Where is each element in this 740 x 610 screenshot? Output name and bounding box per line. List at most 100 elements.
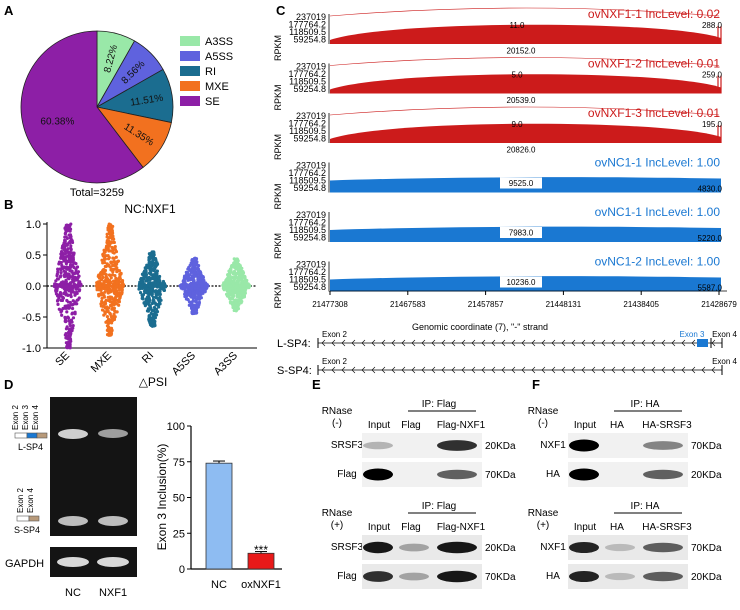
lane-label: HA-SRSF3 [642,420,692,431]
isoform-name: L-SP4: [277,338,311,350]
strip-point [63,257,67,261]
strip-point [69,281,73,285]
strip-ytick-label: 0.0 [26,281,41,293]
strip-point [197,284,201,288]
blot-band [569,570,599,583]
isoform-strand-arrow [631,339,636,347]
strip-point [158,295,162,300]
track-ylabel: RPKM [273,233,283,259]
strip-point [200,283,204,287]
strip-point [100,308,105,312]
strip-point [66,247,70,251]
strip-point [153,323,157,328]
strip-point [203,289,207,294]
blot-band [643,542,683,553]
strip-point [228,300,233,304]
track-arc-count: 5.0 [511,71,523,80]
strip-point [235,263,239,267]
strip-point [76,270,81,274]
isoform-strand-arrow [681,366,686,374]
isoform-strand-arrow [661,339,666,347]
track-ytick-label: 59254.8 [293,84,326,94]
gel-band [58,429,88,439]
strip-point [150,281,155,285]
strip-point [156,281,160,285]
strip-point [108,312,112,316]
isoform-strand-arrow [711,339,716,347]
strip-point [59,294,63,298]
strip-point [71,272,75,276]
strip-point [151,252,156,257]
track-count-box [500,94,542,106]
strip-point [68,227,73,231]
bar-significance: *** [254,543,268,557]
track-end-count: 5220.0 [698,234,723,243]
strip-point [192,283,197,287]
strip-point [192,278,196,283]
strip-point [154,303,158,307]
strip-point [158,302,162,306]
lane-label: Input [368,420,390,431]
strip-point [141,297,145,301]
blot-band [643,441,683,450]
strip-point [106,289,110,293]
strip-point [117,294,122,299]
strip-point [147,298,152,302]
strip-point [106,247,110,251]
strip-point [111,307,115,311]
isoform-strand-arrow [581,366,586,374]
strip-ytick-label: -0.5 [22,312,41,324]
blot-e-plus-rnase: RNase(+) IP: Flag Input Flag Flag-NXF1 SRSF3 2… [322,501,516,589]
strip-point [71,299,75,303]
track-inclusion-count: 20152.0 [507,47,536,56]
strip-point [64,341,68,345]
isoform-strand-arrow [671,339,676,347]
strip-point [103,290,107,294]
legend-swatch-ri [180,66,200,76]
strip-point [232,294,236,298]
strip-point [111,279,116,283]
track-label: ovNC1-1 IncLevel: 1.00 [595,156,721,170]
isoform-strand-arrow [441,339,446,347]
strip-point [57,260,62,264]
blot-kda-label: 20KDa [485,441,516,452]
isoform-strand-arrow [631,366,636,374]
strip-point [66,315,70,319]
strip-point [228,289,232,293]
isoform-strand-arrow [531,366,536,374]
track-end-count: 195.0 [702,120,723,129]
strip-point [68,320,72,324]
strip-point [71,323,75,328]
strip-point [68,263,73,267]
strip-point [58,275,62,279]
strip-point [110,317,114,321]
track-coverage [330,123,721,143]
strip-point [139,276,143,281]
strip-point [182,285,186,290]
strip-point [110,245,114,250]
blot-band [363,441,393,450]
strip-point [150,309,154,313]
track-count-box [500,227,542,238]
isoform-strand-arrow [531,339,536,347]
isoform-strand-arrow [491,339,496,347]
track-ytick-label: 237019 [296,12,326,22]
strip-point [112,240,116,245]
track-ytick-label: 59254.8 [293,282,326,292]
strip-point [111,300,115,304]
isoform-strand-arrow [471,339,476,347]
track-junction-arc [329,57,720,66]
strip-point [75,298,79,302]
strip-point [241,283,245,287]
strip-point [151,298,155,302]
strip-point [71,255,75,259]
track-count-box [500,144,542,155]
strip-xtick-label: A5SS [170,350,198,378]
strip-point [233,298,237,302]
strip-point [115,284,119,288]
strip-point [54,289,58,294]
bar-ylabel: Exon 3 Inclusion(%) [155,444,169,551]
strip-point [143,287,147,291]
strip-point [241,291,245,295]
